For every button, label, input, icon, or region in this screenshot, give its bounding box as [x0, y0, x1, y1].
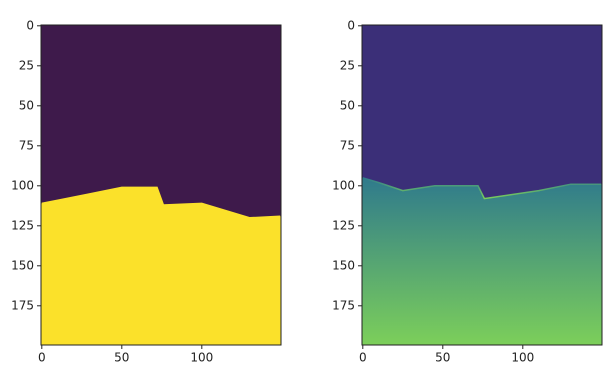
y-tick-label: 75: [19, 138, 34, 152]
y-tick-label: 150: [332, 258, 355, 272]
y-tick-label: 50: [19, 98, 34, 112]
y-tick-label: 125: [11, 218, 34, 232]
x-tick-label: 0: [359, 351, 367, 365]
x-tick-label: 0: [38, 351, 46, 365]
horizon-boundary: [41, 186, 281, 219]
x-tick-label: 100: [190, 351, 213, 365]
y-tick-label: 100: [332, 178, 355, 192]
y-tick-label: 175: [332, 298, 355, 312]
y-tick-label: 75: [340, 138, 355, 152]
y-tick-label: 0: [26, 18, 34, 32]
y-tick-label: 0: [347, 18, 355, 32]
x-tick-label: 100: [511, 351, 534, 365]
horizon-boundary: [362, 177, 602, 200]
ground-region: [362, 177, 602, 345]
y-tick-label: 25: [340, 58, 355, 72]
x-tick-label: 50: [435, 351, 450, 365]
y-tick-label: 125: [332, 218, 355, 232]
y-tick-label: 150: [11, 258, 34, 272]
y-tick-label: 100: [11, 178, 34, 192]
axes-frame: [40, 24, 282, 346]
y-tick-label: 175: [11, 298, 34, 312]
ground-region: [41, 187, 281, 345]
x-tick-label: 50: [114, 351, 129, 365]
axes-frame: [361, 24, 603, 346]
y-tick-label: 25: [19, 58, 34, 72]
y-tick-label: 50: [340, 98, 355, 112]
